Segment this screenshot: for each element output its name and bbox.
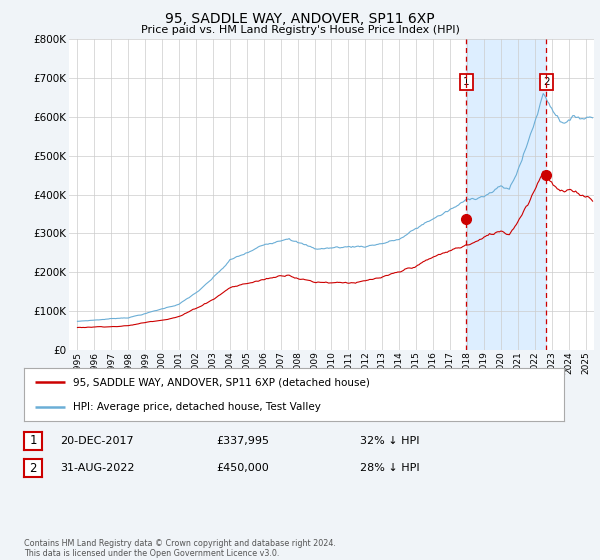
Text: 1: 1 (29, 434, 37, 447)
Text: HPI: Average price, detached house, Test Valley: HPI: Average price, detached house, Test… (73, 402, 320, 412)
Text: 1: 1 (463, 77, 470, 87)
Text: 95, SADDLE WAY, ANDOVER, SP11 6XP (detached house): 95, SADDLE WAY, ANDOVER, SP11 6XP (detac… (73, 377, 370, 388)
Text: £450,000: £450,000 (216, 463, 269, 473)
Text: 2: 2 (543, 77, 550, 87)
Text: 32% ↓ HPI: 32% ↓ HPI (360, 436, 419, 446)
Bar (466, 39, 546, 350)
Text: Contains HM Land Registry data © Crown copyright and database right 2024.
This d: Contains HM Land Registry data © Crown c… (24, 539, 336, 558)
Text: 28% ↓ HPI: 28% ↓ HPI (360, 463, 419, 473)
Text: 2: 2 (29, 461, 37, 475)
Text: 31-AUG-2022: 31-AUG-2022 (60, 463, 134, 473)
Text: 95, SADDLE WAY, ANDOVER, SP11 6XP: 95, SADDLE WAY, ANDOVER, SP11 6XP (165, 12, 435, 26)
Text: 20-DEC-2017: 20-DEC-2017 (60, 436, 134, 446)
Text: £337,995: £337,995 (216, 436, 269, 446)
Text: Price paid vs. HM Land Registry's House Price Index (HPI): Price paid vs. HM Land Registry's House … (140, 25, 460, 35)
